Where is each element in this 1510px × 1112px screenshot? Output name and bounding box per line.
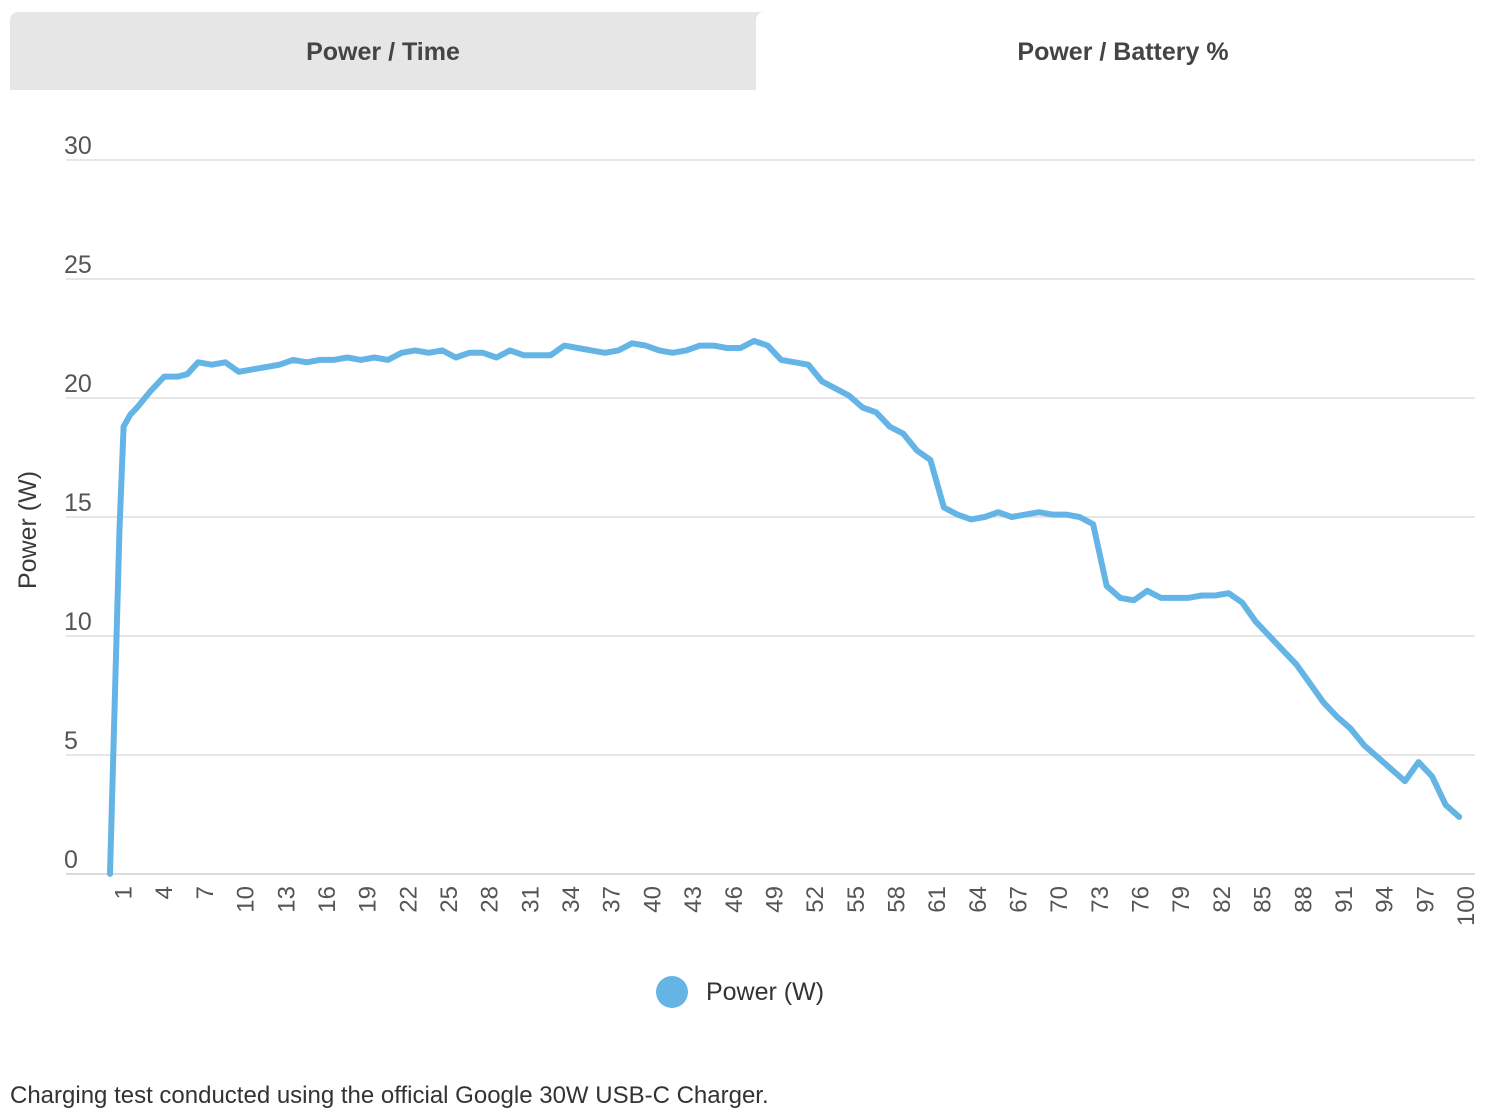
- x-tick-label: 10: [233, 886, 260, 913]
- y-tick-label: 30: [64, 132, 92, 160]
- x-tick-label: 70: [1046, 886, 1073, 913]
- grid-lines: [66, 159, 1475, 875]
- x-tick-label: 4: [151, 886, 178, 899]
- footnote: Charging test conducted using the offici…: [10, 1082, 769, 1109]
- x-tick-label: 28: [477, 886, 504, 913]
- x-tick-label: 94: [1372, 886, 1399, 913]
- x-tick-label: 37: [599, 886, 626, 913]
- x-tick-label: 46: [721, 886, 748, 913]
- series-lines: [107, 337, 1463, 877]
- legend-label: Power (W): [705, 977, 825, 1006]
- x-tick-label: 88: [1290, 886, 1317, 913]
- y-tick-label: 10: [64, 608, 92, 636]
- x-tick-label: 19: [355, 886, 382, 913]
- x-tick-labels: 1 4 7 10 13 16 19 22 25 28 31 34 37 40 43 46 49 52 55 58 61 6…: [111, 886, 1480, 926]
- x-tick-label: 13: [273, 886, 300, 913]
- y-tick-labels: 0 5 10 15 20 25 30: [64, 132, 92, 874]
- y-tick-label: 5: [64, 727, 78, 755]
- x-tick-label: 43: [680, 886, 707, 913]
- y-axis-label: Power (W): [14, 471, 42, 589]
- x-tick-label: 34: [558, 886, 585, 913]
- x-tick-label: 25: [436, 886, 463, 913]
- x-tick-label: 73: [1087, 886, 1114, 913]
- legend: Power (W): [0, 976, 1480, 1008]
- y-tick-label: 15: [64, 489, 92, 517]
- series-line-power: [107, 337, 1463, 877]
- legend-marker: [655, 976, 688, 1008]
- x-tick-label: 31: [517, 886, 544, 913]
- x-tick-label: 7: [192, 886, 219, 899]
- x-tick-label: 22: [395, 886, 422, 913]
- x-tick-label: 1: [111, 886, 138, 899]
- x-tick-label: 91: [1331, 886, 1358, 913]
- x-tick-label: 16: [314, 886, 341, 913]
- x-tick-label: 52: [802, 886, 829, 913]
- x-tick-label: 97: [1412, 886, 1439, 913]
- x-tick-label: 79: [1168, 886, 1195, 913]
- tab-power-battery[interactable]: Power / Battery %: [756, 12, 1490, 90]
- x-tick-label: 100: [1453, 886, 1480, 926]
- power-battery-chart: 0 5 10 15 20 25 30 1 4 7 10 13 16 19 22 25 28 31 34 37 40 43…: [14, 132, 1480, 926]
- x-tick-label: 64: [965, 886, 992, 913]
- y-tick-label: 20: [64, 370, 92, 398]
- x-tick-label: 40: [639, 886, 666, 913]
- x-tick-label: 82: [1209, 886, 1236, 913]
- x-tick-label: 76: [1128, 886, 1155, 913]
- y-tick-label: 25: [64, 251, 92, 279]
- x-tick-label: 58: [883, 886, 910, 913]
- x-tick-label: 61: [924, 886, 951, 913]
- x-tick-label: 67: [1006, 886, 1033, 913]
- y-tick-label: 0: [64, 846, 78, 874]
- x-tick-label: 55: [843, 886, 870, 913]
- x-tick-label: 85: [1250, 886, 1277, 913]
- tab-bar: Power / Time Power / Battery %: [10, 12, 1490, 90]
- x-tick-label: 49: [761, 886, 788, 913]
- tab-power-time[interactable]: Power / Time: [306, 37, 460, 66]
